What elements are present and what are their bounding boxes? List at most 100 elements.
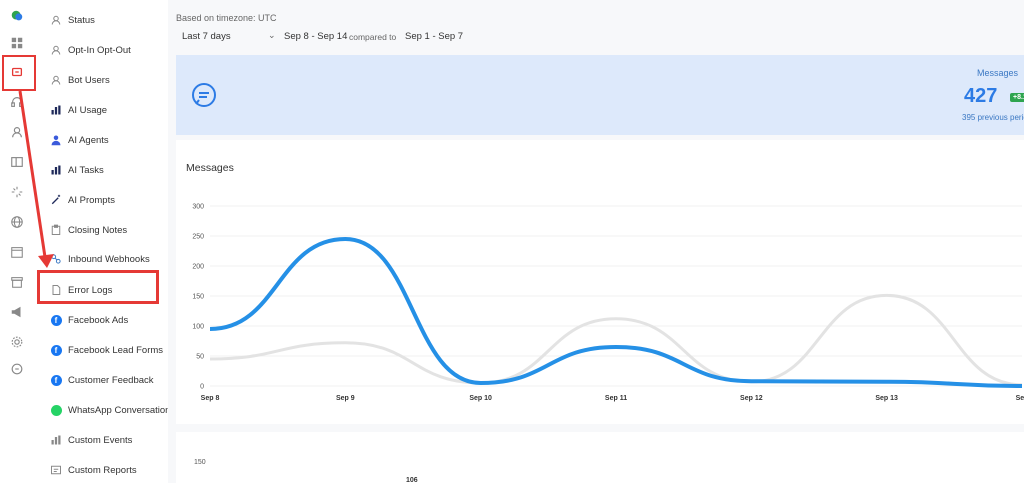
archive-icon[interactable]	[8, 273, 26, 291]
y-tick-label: 250	[192, 234, 204, 241]
x-tick-label: Sep 13	[875, 395, 898, 402]
previous-range[interactable]: Sep 1 - Sep 7	[405, 31, 464, 42]
stat-value: 427	[964, 85, 998, 107]
menu-item-ai-agents[interactable]: AI Agents	[50, 130, 109, 150]
menu-item-label: Bot Users	[68, 74, 110, 86]
menu-item-bot-users[interactable]: Bot Users	[50, 70, 110, 90]
x-tick-label: Sep 9	[336, 395, 355, 402]
bar-chart-icon	[50, 164, 62, 176]
previous-period-label: 395 previous period	[962, 113, 1024, 122]
error-logs-highlight-box	[37, 270, 159, 304]
y-tick-label: 100	[192, 324, 204, 331]
menu-item-ai-prompts[interactable]: AI Prompts	[50, 190, 115, 210]
rail-highlight-box	[2, 55, 36, 91]
x-tick-label: Sep	[1016, 395, 1024, 402]
magic-wand-icon	[50, 194, 62, 206]
menu-item-status[interactable]: Status	[50, 10, 95, 30]
messages-chart-card: Messages 0 50 100 150 200 250 300 Sep 8 Sep 9 Sep…	[176, 140, 1024, 424]
y-tick-label: 0	[200, 384, 204, 391]
chevron-down-icon[interactable]: ⌄	[268, 30, 276, 40]
menu-item-label: WhatsApp Conversations	[68, 404, 176, 416]
menu-item-error-logs[interactable]: Error Logs	[50, 280, 112, 300]
menu-item-label: Status	[68, 14, 95, 26]
file-icon	[50, 284, 62, 296]
menu-item-label: AI Usage	[68, 104, 108, 116]
menu-item-inbound-webhooks[interactable]: Inbound Webhooks	[50, 249, 150, 269]
menu-item-label: Opt-In Opt-Out	[68, 44, 131, 56]
stat-label: Messages	[976, 68, 1018, 78]
menu-item-label: Closing Notes	[68, 224, 128, 236]
current-range[interactable]: Sep 8 - Sep 14	[284, 31, 348, 42]
second-chart-card: 150 106	[176, 432, 1024, 483]
dashboard-icon[interactable]	[8, 34, 26, 52]
y-tick-label: 200	[192, 264, 204, 271]
chat-logo-icon[interactable]	[8, 7, 26, 25]
chart-title: Messages	[186, 162, 234, 174]
message-icon	[192, 83, 216, 107]
menu-item-label: Error Logs	[68, 284, 113, 296]
compared-to-label: compared to	[349, 32, 397, 42]
messages-stat-card: Messages 427 +8.1% 395 previous period	[176, 55, 1024, 135]
series-line-current	[209, 236, 1023, 388]
menu-item-custom-reports[interactable]: Custom Reports	[50, 460, 137, 480]
menu-item-opt-in-opt-out[interactable]: Opt-In Opt-Out	[50, 40, 131, 60]
facebook-icon: f	[50, 344, 62, 356]
comment-icon[interactable]	[8, 360, 26, 378]
facebook-icon: f	[50, 314, 62, 326]
y-tick-label: 50	[196, 354, 204, 361]
settings-icon[interactable]	[8, 333, 26, 351]
y-tick-label: 150	[194, 459, 206, 466]
whatsapp-icon	[50, 404, 62, 416]
menu-item-closing-notes[interactable]: Closing Notes	[50, 220, 127, 240]
user-icon	[50, 74, 62, 86]
calendar-icon[interactable]	[8, 243, 26, 261]
menu-item-label: AI Tasks	[68, 164, 104, 176]
menu-item-label: Facebook Ads	[68, 314, 129, 326]
menu-item-customer-feedback[interactable]: f Customer Feedback	[50, 370, 154, 390]
x-tick-label: Sep 8	[201, 395, 220, 402]
y-tick-label: 150	[192, 294, 204, 301]
bar-chart-icon	[50, 434, 62, 446]
menu-item-label: Facebook Lead Forms	[68, 344, 164, 356]
x-tick-label: Sep 10	[469, 395, 492, 402]
range-select[interactable]: Last 7 days	[182, 31, 231, 42]
menu-item-label: AI Prompts	[68, 194, 115, 206]
webhook-icon	[50, 253, 62, 265]
user-icon[interactable]	[8, 123, 26, 141]
main-content: Based on timezone: UTC Last 7 days ⌄ Sep…	[168, 0, 1024, 483]
facebook-icon: f	[50, 374, 62, 386]
bar-chart-icon	[50, 104, 62, 116]
headset-icon[interactable]	[8, 93, 26, 111]
user-icon	[50, 14, 62, 26]
menu-item-label: Custom Events	[68, 434, 133, 446]
series-line-previous	[209, 293, 1023, 387]
clipboard-icon	[50, 224, 62, 236]
report-icon	[50, 464, 62, 476]
data-label: 106	[406, 477, 418, 483]
y-tick-label: 300	[192, 204, 204, 211]
sparkle-icon[interactable]	[8, 183, 26, 201]
user-icon	[50, 44, 62, 56]
change-badge: +8.1%	[1010, 93, 1024, 102]
reports-menu: Status Opt-In Opt-Out Bot Users AI Usage…	[36, 0, 175, 483]
menu-item-label: AI Agents	[68, 134, 109, 146]
menu-item-whatsapp-conversations[interactable]: WhatsApp Conversations	[50, 400, 175, 420]
menu-item-label: Inbound Webhooks	[68, 253, 150, 265]
x-tick-label: Sep 12	[740, 395, 763, 402]
menu-item-label: Customer Feedback	[68, 374, 154, 386]
menu-item-ai-usage[interactable]: AI Usage	[50, 100, 107, 120]
messages-line-chart: 0 50 100 150 200 250 300 Sep 8 Sep 9 Sep 10 Sep 11…	[192, 204, 1024, 403]
menu-item-facebook-ads[interactable]: f Facebook Ads	[50, 310, 128, 330]
menu-item-label: Custom Reports	[68, 464, 137, 476]
menu-item-custom-events[interactable]: Custom Events	[50, 430, 132, 450]
timezone-label: Based on timezone: UTC	[176, 13, 277, 23]
megaphone-icon[interactable]	[8, 303, 26, 321]
globe-icon[interactable]	[8, 213, 26, 231]
layout-icon[interactable]	[8, 153, 26, 171]
menu-item-ai-tasks[interactable]: AI Tasks	[50, 160, 104, 180]
x-tick-label: Sep 11	[605, 395, 627, 402]
menu-item-facebook-lead-forms[interactable]: f Facebook Lead Forms	[50, 340, 163, 360]
agent-icon	[50, 134, 62, 146]
bot-icon[interactable]	[8, 63, 26, 81]
